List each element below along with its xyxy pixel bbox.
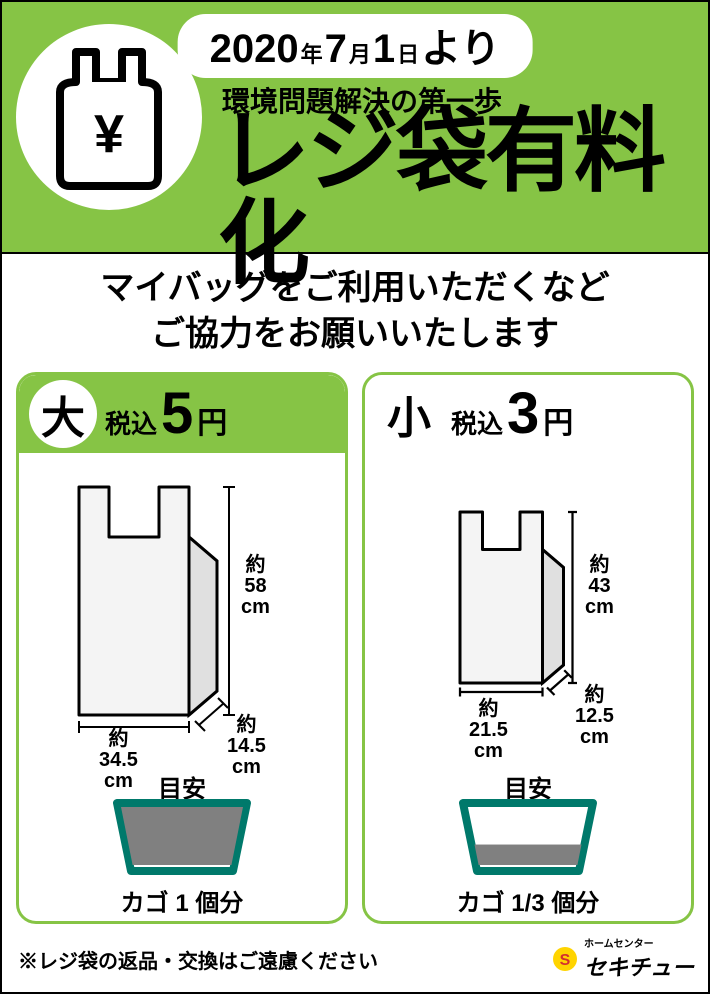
year-unit: 年 [301,37,323,69]
brand-main: セキチュー [584,950,694,982]
panel-large: 大 税込 5 円 [16,372,348,924]
yen-label: 円 [543,398,573,442]
msg-line2: ご協力をお願いいたします [2,312,708,358]
price-large: 税込 5 円 [105,385,227,443]
capacity-small: カゴ 1/3 個分 [365,883,691,918]
svg-text:¥: ¥ [94,104,124,164]
day: 1 [373,27,395,72]
size-label-small: 小 [375,380,443,448]
month: 7 [325,27,347,72]
bag-diagram-small: 約 43 cm 約 21.5 cm 約 12.5 cm [365,467,691,757]
panel-small: 小 税込 3 円 [362,372,694,924]
price-small: 税込 3 円 [451,385,573,443]
brand-super: ホームセンター [584,935,694,950]
svg-text:S: S [560,952,571,969]
price-number: 5 [161,385,193,443]
height-label: 約 58 cm [241,555,270,618]
tax-label: 税込 [451,404,503,441]
month-unit: 月 [349,37,371,69]
footnote: ※レジ袋の返品・交換はご遠慮ください [18,945,378,974]
brand-logo-icon: S [552,946,578,972]
brand-text: ホームセンター セキチュー [584,935,694,982]
panel-head-small: 小 税込 3 円 [365,375,691,453]
header-band: ¥ 2020 年 7 月 1 日 より 環境問題解決の第一歩 レジ袋有料化 [2,2,708,254]
basket-large [107,799,257,884]
size-label-large: 大 [29,380,97,448]
panels: 大 税込 5 円 [2,372,708,924]
capacity-large: カゴ 1 個分 [19,883,345,918]
date-suffix: より [421,16,500,74]
tax-label: 税込 [105,404,157,441]
bag-yen-icon: ¥ [16,24,202,210]
yen-label: 円 [197,398,227,442]
price-number: 3 [507,385,539,443]
height-label: 約 43 cm [585,555,614,618]
depth-label: 約 12.5 cm [575,685,614,748]
year: 2020 [210,27,299,72]
panel-head-large: 大 税込 5 円 [19,375,345,453]
day-unit: 日 [397,37,419,69]
width-label: 約 21.5 cm [469,699,508,762]
brand: S ホームセンター セキチュー [552,935,694,982]
basket-small [453,799,603,884]
main-title: レジ袋有料化 [218,106,708,290]
date-pill: 2020 年 7 月 1 日 より [178,14,533,78]
bag-diagram-large: 約 58 cm 約 34.5 cm 約 14.5 cm [19,467,345,757]
